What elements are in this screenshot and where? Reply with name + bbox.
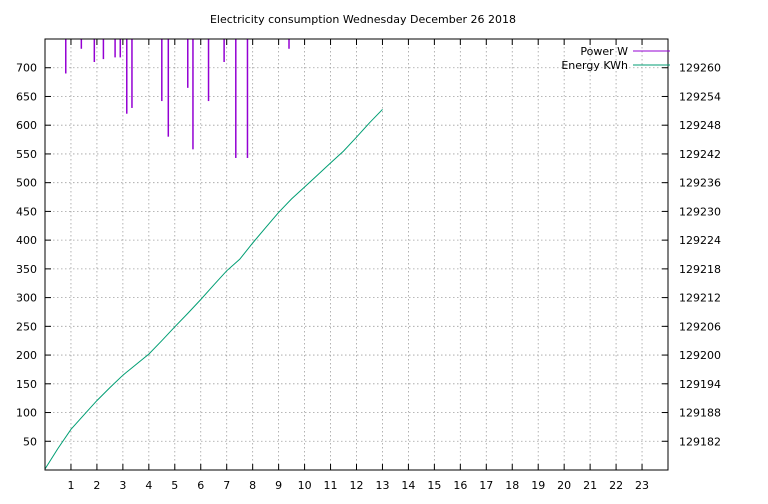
series-group bbox=[44, 39, 383, 470]
y-right-tick-label: 129206 bbox=[679, 320, 721, 333]
y-left-tick-label: 450 bbox=[16, 205, 37, 218]
y-right-tick-label: 129194 bbox=[679, 378, 721, 391]
y-left-tick-label: 50 bbox=[23, 435, 37, 448]
y-left-tick-label: 600 bbox=[16, 119, 37, 132]
x-tick-label: 8 bbox=[249, 479, 256, 492]
y-left-tick-label: 250 bbox=[16, 320, 37, 333]
x-tick-label: 13 bbox=[375, 479, 389, 492]
legend-label-energy: Energy KWh bbox=[561, 59, 628, 72]
y-right-tick-label: 129254 bbox=[679, 90, 721, 103]
y-right-tick-label: 129230 bbox=[679, 205, 721, 218]
x-tick-label: 15 bbox=[427, 479, 441, 492]
y-left-tick-label: 150 bbox=[16, 378, 37, 391]
y-right-tick-label: 129260 bbox=[679, 62, 721, 75]
x-tick-label: 4 bbox=[145, 479, 152, 492]
y-right-tick-label: 129236 bbox=[679, 177, 721, 190]
y-left-tick-label: 500 bbox=[16, 177, 37, 190]
x-tick-label: 3 bbox=[119, 479, 126, 492]
x-tick-label: 12 bbox=[350, 479, 364, 492]
y-left-tick-label: 550 bbox=[16, 148, 37, 161]
y-left-tick-label: 350 bbox=[16, 263, 37, 276]
y-right-tick-label: 129242 bbox=[679, 148, 721, 161]
x-tick-label: 22 bbox=[609, 479, 623, 492]
energy-line bbox=[44, 109, 383, 470]
chart-title: Electricity consumption Wednesday Decemb… bbox=[210, 13, 516, 26]
y-left-tick-label: 200 bbox=[16, 349, 37, 362]
x-tick-label: 18 bbox=[505, 479, 519, 492]
x-tick-label: 6 bbox=[197, 479, 204, 492]
y-right-tick-label: 129224 bbox=[679, 234, 721, 247]
x-tick-label: 10 bbox=[298, 479, 312, 492]
y-left-tick-label: 300 bbox=[16, 292, 37, 305]
legend-label-power: Power W bbox=[580, 45, 628, 58]
x-tick-label: 1 bbox=[67, 479, 74, 492]
y-right-tick-label: 129212 bbox=[679, 292, 721, 305]
x-tick-label: 21 bbox=[583, 479, 597, 492]
x-tick-label: 17 bbox=[479, 479, 493, 492]
x-tick-label: 20 bbox=[557, 479, 571, 492]
y-right-tick-label: 129200 bbox=[679, 349, 721, 362]
x-tick-label: 16 bbox=[453, 479, 467, 492]
y-right-tick-label: 129248 bbox=[679, 119, 721, 132]
axis-ticks: 1 2 3 4 5 6 7 8 9 10 11 12 13 14 15 16 17 18 19 20 21 22 23501… bbox=[16, 39, 721, 492]
grid bbox=[45, 39, 668, 470]
x-tick-label: 9 bbox=[275, 479, 282, 492]
y-right-tick-label: 129182 bbox=[679, 435, 721, 448]
legend: Power W Energy KWh bbox=[561, 45, 670, 72]
plot-border bbox=[44, 38, 669, 471]
x-tick-label: 2 bbox=[93, 479, 100, 492]
y-right-tick-label: 129188 bbox=[679, 407, 721, 420]
x-tick-label: 19 bbox=[531, 479, 545, 492]
x-tick-label: 5 bbox=[171, 479, 178, 492]
y-left-tick-label: 650 bbox=[16, 90, 37, 103]
x-tick-label: 23 bbox=[635, 479, 649, 492]
y-left-tick-label: 700 bbox=[16, 62, 37, 75]
x-tick-label: 14 bbox=[401, 479, 415, 492]
y-right-tick-label: 129218 bbox=[679, 263, 721, 276]
y-left-tick-label: 100 bbox=[16, 407, 37, 420]
x-tick-label: 7 bbox=[223, 479, 230, 492]
y-left-tick-label: 400 bbox=[16, 234, 37, 247]
x-tick-label: 11 bbox=[324, 479, 338, 492]
